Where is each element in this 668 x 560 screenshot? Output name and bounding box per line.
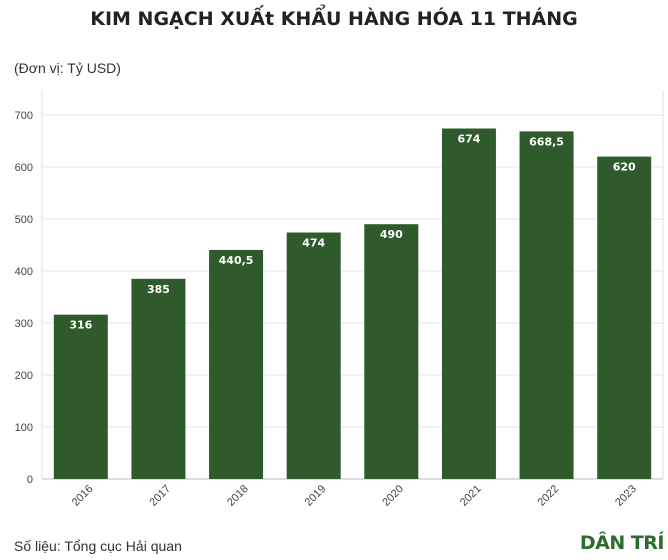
x-tick-label: 2017: [147, 483, 173, 509]
bar-value-label: 490: [380, 228, 403, 241]
x-tick-label: 2016: [70, 483, 96, 509]
bar-value-label: 668,5: [529, 135, 564, 148]
bar-2020: [364, 224, 419, 479]
brand-logo: DÂN TRÍ: [579, 532, 665, 554]
bar-value-label: 316: [69, 319, 92, 332]
bars: 316 385 440,5 474 490 674 668,5 620: [53, 128, 652, 479]
bar-2019: [286, 232, 341, 479]
y-tick-label: 600: [15, 162, 33, 174]
chart-title: KIM NGẠCH XUẤt KHẨU HÀNG HÓA 11 THÁNG: [90, 8, 578, 30]
y-axis-ticks: 0 100 200 300 400 500 600 700: [15, 110, 33, 486]
bar-2018: [209, 249, 264, 479]
bar-chart: 0 100 200 300 400 500 600 700 316 385 440,5 474 490…: [15, 90, 664, 509]
bar-value-label: 620: [613, 161, 636, 174]
y-tick-label: 100: [15, 422, 33, 434]
y-tick-label: 0: [27, 474, 33, 486]
bar-2022: [519, 131, 574, 479]
bar-2021: [441, 128, 496, 479]
x-tick-label: 2018: [225, 483, 251, 509]
x-tick-label: 2022: [536, 483, 562, 509]
x-tick-label: 2019: [303, 483, 329, 509]
y-tick-label: 500: [15, 214, 33, 226]
y-tick-label: 200: [15, 370, 33, 382]
unit-label: (Đơn vị: Tỷ USD): [14, 60, 121, 76]
bar-2023: [597, 156, 652, 479]
bar-value-label: 674: [457, 133, 480, 146]
source-note: Số liệu: Tổng cục Hải quan: [14, 538, 182, 554]
bar-value-label: 440,5: [219, 254, 254, 267]
y-tick-label: 300: [15, 318, 33, 330]
bar-value-label: 385: [147, 283, 170, 296]
x-tick-label: 2023: [613, 483, 639, 509]
bar-value-label: 474: [302, 237, 325, 250]
x-tick-label: 2021: [458, 483, 484, 509]
bar-2017: [131, 278, 186, 479]
bar-2016: [53, 314, 108, 479]
y-tick-label: 700: [15, 110, 33, 122]
x-tick-label: 2020: [380, 483, 406, 509]
y-tick-label: 400: [15, 266, 33, 278]
x-axis-ticks: 2016 2017 2018 2019 2020 2021 2022 2023: [70, 483, 639, 509]
